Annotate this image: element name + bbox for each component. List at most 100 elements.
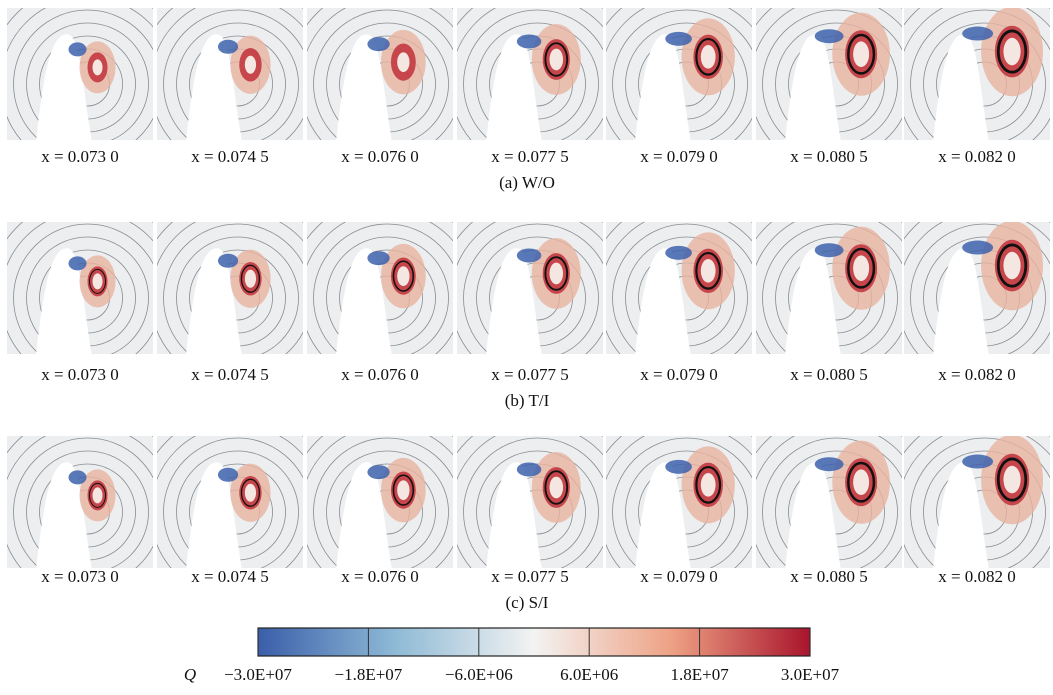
panel-label: x = 0.082 0 — [938, 567, 1016, 586]
streamline — [176, 22, 299, 140]
blade — [36, 462, 92, 568]
row-caption: (c) S/I — [506, 593, 549, 612]
streamline — [625, 22, 748, 140]
vortex-inner — [700, 45, 716, 69]
vortex-neg — [814, 29, 844, 44]
vortex-ring — [544, 470, 569, 505]
vortex-inner — [549, 476, 564, 499]
vortex-ring — [695, 465, 722, 504]
vortex-neg — [516, 462, 542, 477]
blade — [785, 34, 841, 140]
streamline — [326, 236, 449, 354]
blade — [36, 34, 92, 140]
vortex-ring — [89, 268, 107, 294]
blade — [486, 248, 542, 354]
streamline — [26, 22, 149, 140]
vortex-inner — [397, 52, 410, 73]
colorbar-tick-label: −3.0E+07 — [224, 665, 292, 684]
blade — [36, 248, 92, 354]
vortex-neg — [814, 457, 844, 472]
streamline — [26, 450, 149, 568]
colorbar-tick-label: 6.0E+06 — [560, 665, 618, 684]
flow-panel — [904, 222, 1050, 354]
panel-label: x = 0.073 0 — [41, 567, 119, 586]
vortex-inner — [1003, 37, 1021, 66]
flow-panel — [7, 222, 153, 354]
vortex-ring — [392, 474, 415, 506]
vortex-inner — [92, 487, 103, 504]
vortex-neg — [962, 26, 994, 41]
streamline — [612, 437, 752, 568]
blade — [933, 34, 989, 140]
vortex-inner — [244, 55, 257, 74]
blade — [486, 34, 542, 140]
colorbar-symbol: Q — [184, 665, 196, 684]
vortex-neg — [367, 251, 390, 266]
streamline — [176, 236, 299, 354]
vortex-neg — [217, 39, 239, 54]
streamline — [625, 236, 748, 354]
blade — [186, 462, 242, 568]
vortex-ring — [695, 251, 722, 290]
vortex-inner — [853, 469, 870, 496]
flow-panel — [904, 436, 1050, 568]
blade — [785, 462, 841, 568]
vortex-ring — [847, 33, 876, 75]
streamline — [775, 236, 898, 354]
panel-label: x = 0.077 5 — [491, 365, 569, 384]
row-caption: (b) T/I — [505, 391, 550, 410]
vortex-inner — [244, 269, 257, 288]
flow-panel — [904, 8, 1050, 140]
streamline — [612, 9, 752, 140]
colorbar — [257, 627, 811, 657]
vortex-ring — [240, 264, 261, 293]
vortex-ring — [392, 260, 415, 292]
flow-panel — [756, 436, 902, 568]
flow-panel — [157, 8, 303, 140]
streamline — [463, 223, 603, 354]
vortex-ring — [847, 461, 876, 503]
vortex-inner — [853, 255, 870, 281]
vortex-neg — [516, 34, 542, 49]
flow-panel — [457, 436, 603, 568]
vortex-ring — [544, 42, 569, 77]
vortex-inner — [397, 480, 410, 501]
streamline — [326, 22, 449, 140]
panel-label: x = 0.079 0 — [640, 365, 718, 384]
flow-panel — [157, 436, 303, 568]
vortex-neg — [217, 253, 239, 268]
vortex-neg — [217, 467, 239, 482]
streamline — [13, 437, 153, 568]
panel-label: x = 0.076 0 — [341, 567, 419, 586]
streamline — [13, 223, 153, 354]
vortex-inner — [92, 273, 103, 290]
streamline — [612, 223, 752, 354]
streamline — [13, 9, 153, 140]
blade — [186, 248, 242, 354]
panel-label: x = 0.079 0 — [640, 147, 718, 166]
panel-label: x = 0.079 0 — [640, 567, 718, 586]
vortex-inner — [853, 41, 870, 67]
vortex-ring — [240, 478, 261, 507]
blade — [336, 462, 392, 568]
flow-panel — [457, 8, 603, 140]
streamline — [923, 236, 1046, 354]
blade — [635, 34, 691, 140]
streamline — [26, 236, 149, 354]
streamline — [463, 9, 603, 140]
vortex-ring — [996, 29, 1028, 74]
vortex-neg — [962, 454, 994, 469]
flow-panel — [457, 222, 603, 354]
vortex-inner — [1003, 251, 1021, 280]
panel-label: x = 0.074 5 — [191, 365, 269, 384]
vortex-ring — [89, 482, 107, 508]
streamline — [762, 223, 902, 354]
panel-label: x = 0.080 5 — [790, 567, 868, 586]
blade — [186, 34, 242, 140]
colorbar-tick-label: −1.8E+07 — [334, 665, 402, 684]
streamline — [163, 9, 303, 140]
streamline — [762, 437, 902, 568]
flow-panel — [157, 222, 303, 354]
panel-label: x = 0.076 0 — [341, 147, 419, 166]
